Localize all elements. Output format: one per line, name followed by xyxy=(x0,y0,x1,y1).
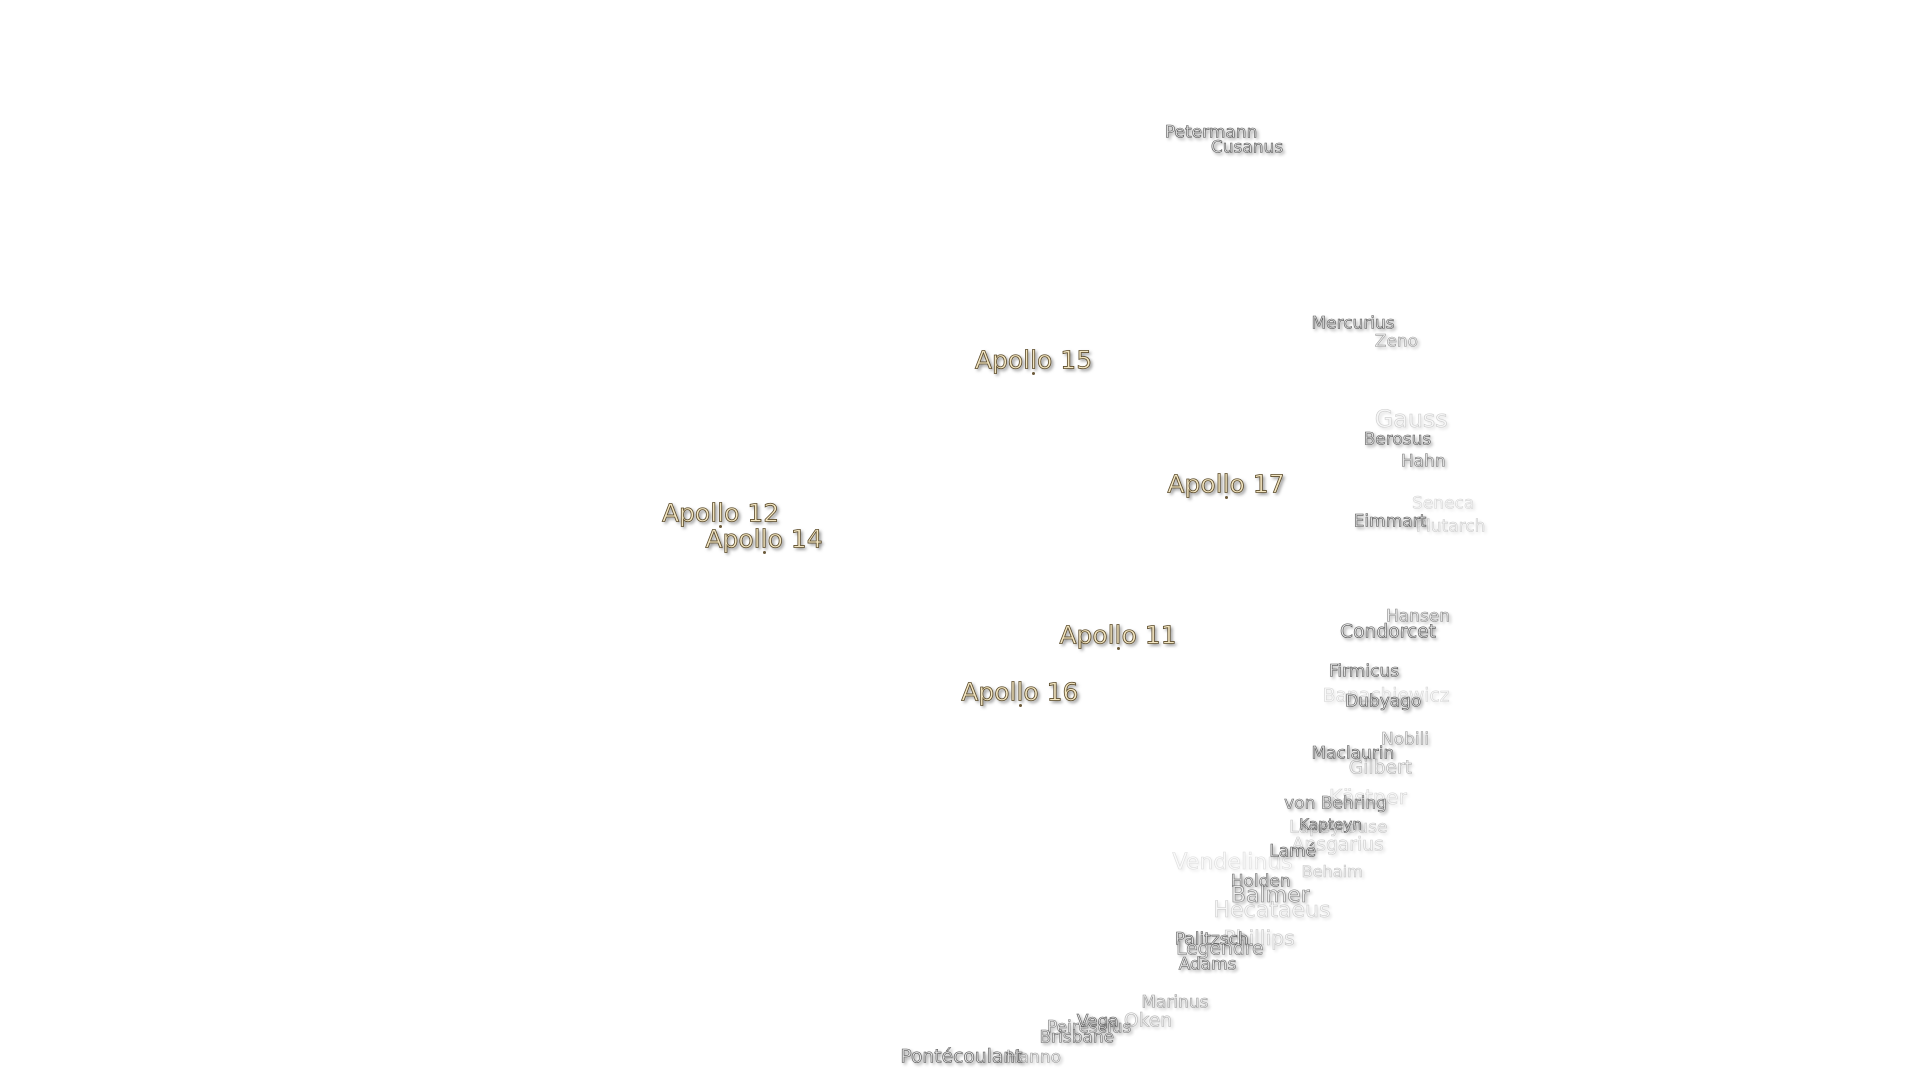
crater-label: Gauss xyxy=(1374,404,1448,433)
landing-site-label: Apollo 16 xyxy=(961,677,1079,707)
crater-label: Maclaurin xyxy=(1311,743,1395,764)
crater-label: Lamé xyxy=(1269,841,1317,862)
crater-label: Gilbert xyxy=(1348,757,1412,779)
crater-label: Phillips xyxy=(1223,925,1295,950)
landing-site-label: Apollo 14 xyxy=(705,524,823,554)
landing-site-marker xyxy=(1224,496,1228,500)
crater-label: Brisbane xyxy=(1039,1027,1115,1048)
crater-label: Adams xyxy=(1178,954,1237,975)
crater-label: Kapteyn xyxy=(1299,814,1363,833)
crater-label: Kästner xyxy=(1328,785,1408,810)
crater-label: Oken xyxy=(1123,1010,1173,1032)
landing-site-marker xyxy=(762,550,766,554)
crater-label: Hanno xyxy=(1005,1047,1062,1068)
crater-label: Banachiewicz xyxy=(1322,685,1450,707)
crater-label: Legendre xyxy=(1176,938,1264,960)
crater-label: Cusanus xyxy=(1210,137,1284,158)
landing-site-label: Apollo 11 xyxy=(1059,620,1177,650)
landing-site-marker xyxy=(1032,372,1036,376)
crater-label: Zeno xyxy=(1374,331,1419,352)
crater-label: Vendelinus xyxy=(1172,848,1293,875)
crater-label: Nobili xyxy=(1381,729,1430,750)
landing-site-marker xyxy=(1116,646,1120,650)
crater-label: Palitzsch xyxy=(1174,929,1250,950)
crater-label: Seneca xyxy=(1412,493,1475,514)
crater-label: Petermann xyxy=(1164,122,1258,143)
landing-site-label: Apollo 15 xyxy=(974,345,1093,375)
landing-site-marker xyxy=(719,524,723,528)
crater-label: Marinus xyxy=(1141,992,1209,1013)
crater-label: Behaim xyxy=(1301,861,1363,881)
crater-label: Holden xyxy=(1230,871,1291,892)
crater-label: Firmicus xyxy=(1328,661,1400,682)
crater-label: Condorcet xyxy=(1340,622,1437,644)
crater-label: Mercurius xyxy=(1311,313,1395,334)
landing-site-label: Apollo 17 xyxy=(1167,469,1285,499)
crater-label: Vega xyxy=(1076,1011,1119,1032)
crater-label: Berosus xyxy=(1363,429,1432,450)
landing-site-label: Apollo 12 xyxy=(661,498,780,528)
crater-label: Dubyago xyxy=(1344,691,1422,712)
crater-label: Peirescius xyxy=(1046,1017,1132,1038)
landing-site-marker xyxy=(1018,703,1022,707)
crater-label: Hansen xyxy=(1385,606,1451,627)
crater-label: Hecataeus xyxy=(1213,897,1331,924)
crater-label: Lapeyrouse xyxy=(1289,817,1388,838)
crater-label: von Behring xyxy=(1284,793,1387,814)
crater-label: Hahn xyxy=(1400,451,1446,472)
crater-label: Ansgarius xyxy=(1291,834,1384,856)
crater-label: Eimmart xyxy=(1353,511,1427,532)
crater-label: Balmer xyxy=(1230,882,1310,909)
crater-label: Pontécoulant xyxy=(900,1046,1023,1068)
crater-label: Plutarch xyxy=(1415,516,1486,537)
